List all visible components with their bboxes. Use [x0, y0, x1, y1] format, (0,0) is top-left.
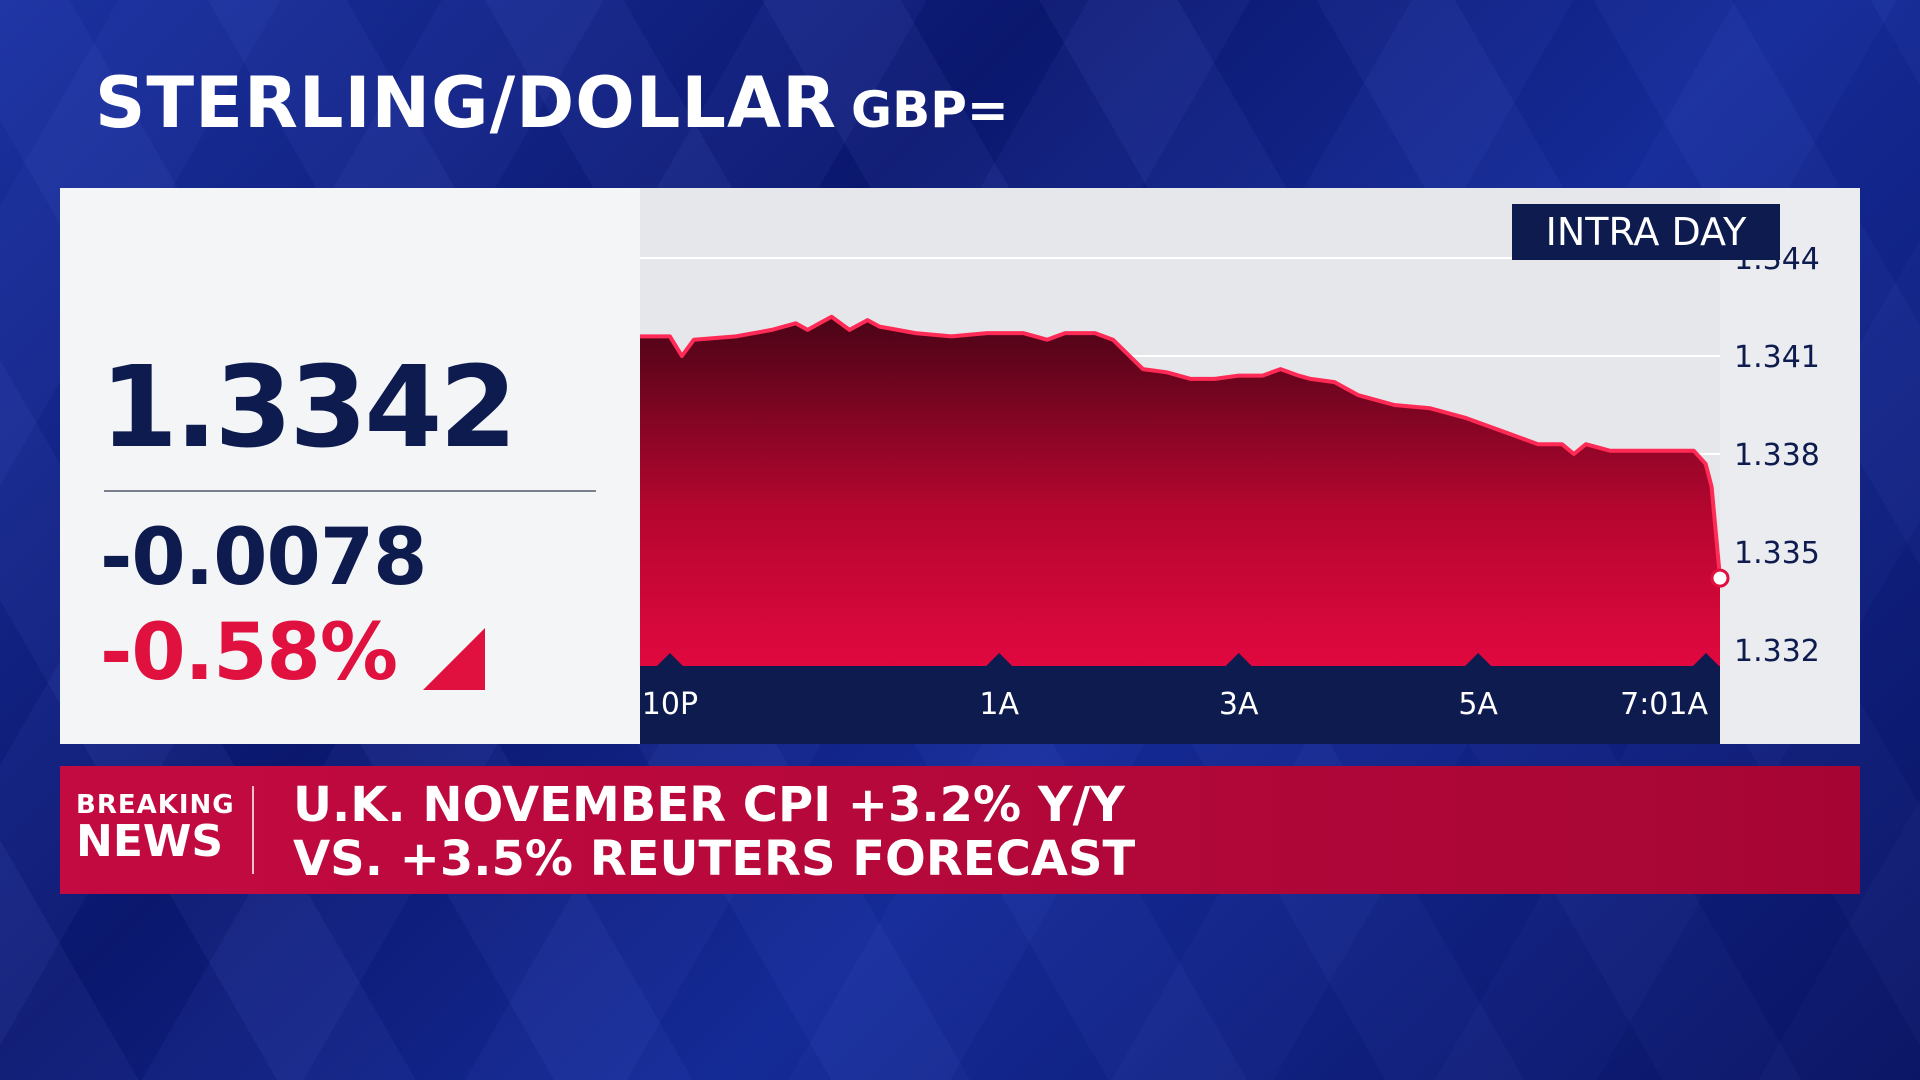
- percent-change: -0.58%: [100, 608, 398, 698]
- label-separator: [252, 786, 254, 874]
- x-tick-label: 3A: [1219, 687, 1259, 722]
- headline-line-1: U.K. NOVEMBER CPI +3.2% Y/Y: [293, 777, 1125, 833]
- x-tick-marker: [1693, 653, 1719, 666]
- headline-line-2: VS. +3.5% REUTERS FORECAST: [293, 831, 1136, 887]
- breaking-news-bar: BREAKING NEWS U.K. NOVEMBER CPI +3.2% Y/…: [60, 766, 1860, 894]
- x-axis-band: [640, 666, 1720, 744]
- last-price-marker: [1710, 568, 1730, 588]
- x-tick-label: 5A: [1458, 687, 1498, 722]
- quote-card: 1.3342 -0.0078 -0.58% 10P 1A 3A 5A 7:01A 1.34…: [60, 188, 1860, 744]
- intraday-badge: INTRA DAY: [1512, 204, 1780, 260]
- x-tick-label: 10P: [642, 687, 698, 722]
- breaking-news-label: BREAKING NEWS: [76, 792, 235, 864]
- down-triangle-icon: [423, 628, 485, 690]
- net-change: -0.0078: [100, 513, 427, 603]
- quote-panel: 1.3342 -0.0078 -0.58%: [60, 188, 640, 744]
- y-tick-label: 1.335: [1734, 536, 1820, 571]
- instrument-symbol: GBP=: [851, 81, 1009, 139]
- x-tick-label: 7:01A: [1620, 687, 1708, 722]
- breaking-label: BREAKING: [76, 790, 235, 820]
- divider: [104, 490, 596, 492]
- news-label: NEWS: [76, 816, 224, 867]
- price-area: [640, 316, 1720, 666]
- page-title: STERLING/DOLLAR GBP=: [95, 62, 1009, 144]
- x-tick-marker: [1465, 653, 1492, 666]
- x-tick-marker: [986, 653, 1013, 666]
- y-tick-label: 1.332: [1734, 634, 1820, 669]
- x-tick-marker: [656, 653, 683, 666]
- headline: U.K. NOVEMBER CPI +3.2% Y/Y VS. +3.5% RE…: [293, 778, 1135, 886]
- chart-area: 10P1A3A5A7:01A1.3441.3411.3381.3351.332 …: [640, 188, 1860, 744]
- instrument-name: STERLING/DOLLAR: [95, 62, 838, 144]
- y-tick-label: 1.338: [1734, 438, 1820, 473]
- x-tick-label: 1A: [979, 687, 1019, 722]
- last-price: 1.3342: [100, 343, 517, 473]
- y-tick-label: 1.341: [1734, 340, 1820, 375]
- x-tick-marker: [1225, 653, 1252, 666]
- price-line: [640, 314, 1722, 579]
